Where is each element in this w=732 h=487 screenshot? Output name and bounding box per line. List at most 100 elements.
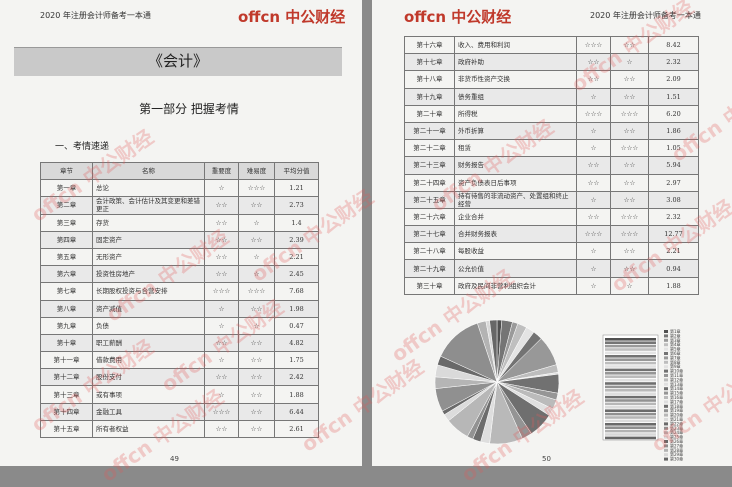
table-cell: ☆ (238, 247, 275, 267)
table-cell: ☆☆ (576, 207, 611, 227)
table-row: 第十九章 债务重组 ☆ ☆☆ 1.51 (404, 87, 699, 106)
page-number: 49 (170, 455, 179, 463)
table-row: 第十一章 借款费用 ☆ ☆☆ 1.75 (40, 351, 319, 370)
table-cell: 第十五章 (40, 419, 93, 439)
header: 2020 年注册会计师备考一本通 (590, 11, 701, 20)
table-cell: ☆ (576, 259, 611, 278)
table-cell: 2.61 (274, 419, 319, 439)
table-cell: ☆☆☆ (238, 179, 275, 198)
table-cell: 1.88 (648, 276, 699, 295)
table-row: 第三章 存货 ☆☆ ☆ 1.4 (40, 213, 319, 232)
table-cell: 第一章 (40, 179, 93, 198)
table-cell: ☆☆☆ (576, 104, 611, 123)
table-cell: ☆☆ (238, 299, 275, 318)
table-cell: 1.98 (274, 299, 319, 318)
table-cell: ☆☆☆ (238, 282, 275, 301)
table-cell: 2.42 (274, 368, 319, 387)
table-cell: 债务重组 (454, 87, 577, 106)
table-cell: 第四章 (40, 230, 93, 249)
table-cell: 无形资产 (92, 247, 205, 267)
table-cell: 第二十七章 (404, 225, 455, 244)
table-cell: 金融工具 (92, 402, 205, 421)
table-row: 第二十八章 每股收益 ☆ ☆☆ 2.21 (404, 242, 699, 261)
table-cell: ☆☆ (576, 53, 611, 72)
table-cell: 投资性房地产 (92, 265, 205, 284)
header-cell: 难易度 (238, 161, 275, 181)
table-cell: ☆☆☆ (610, 104, 649, 123)
table-cell: 第六章 (40, 265, 93, 284)
table-cell: 职工薪酬 (92, 333, 205, 353)
table-cell: 所有者权益 (92, 419, 205, 439)
header-cell: 重要度 (204, 161, 239, 181)
table-cell: 1.21 (274, 179, 319, 198)
table-cell: 第八章 (40, 299, 93, 318)
table-cell: ☆ (204, 299, 239, 318)
header-cell: 章节 (40, 161, 93, 181)
table-cell: ☆☆ (204, 333, 239, 353)
logo: offcn 中公财经 (238, 8, 346, 26)
table-cell: 3.08 (648, 190, 699, 209)
table-row: 第九章 负债 ☆ ☆ 0.47 (40, 316, 319, 335)
table-cell: 每股收益 (454, 242, 577, 261)
table-cell: ☆☆☆ (610, 139, 649, 158)
table-cell: ☆☆☆ (576, 35, 611, 55)
table-cell: 5.94 (648, 156, 699, 175)
table-cell: 政府及民间非营利组织会计 (454, 276, 577, 295)
table-row: 第二十七章 合并财务报表 ☆☆☆ ☆☆☆ 12.77 (404, 225, 699, 244)
table-cell: 2.32 (648, 53, 699, 72)
table-cell: ☆☆ (238, 368, 275, 387)
table-cell: ☆☆ (204, 265, 239, 284)
table-cell: ☆ (238, 265, 275, 284)
table-cell: ☆☆☆ (610, 207, 649, 227)
table-cell: ☆☆☆ (610, 225, 649, 244)
table-cell: 政府补助 (454, 53, 577, 72)
table-cell: 第二十一章 (404, 121, 455, 141)
table-cell: ☆☆ (610, 190, 649, 209)
table-cell: 第二十四章 (404, 173, 455, 192)
table-cell: 4.82 (274, 333, 319, 353)
table-cell: 第二十三章 (404, 156, 455, 175)
table-cell: ☆☆ (610, 156, 649, 175)
table-cell: ☆ (576, 121, 611, 141)
header: 2020 年注册会计师备考一本通 (40, 11, 151, 20)
table-cell: 或有事项 (92, 385, 205, 404)
table-cell: ☆ (576, 139, 611, 158)
table-cell: 租赁 (454, 139, 577, 158)
table-cell: 总论 (92, 179, 205, 198)
table-cell: 持有待售的非流动资产、处置组和终止经营 (454, 190, 577, 209)
table-cell: 1.88 (274, 385, 319, 404)
table-cell: ☆☆ (238, 385, 275, 404)
table-cell: 8.42 (648, 35, 699, 55)
table-cell: ☆ (238, 213, 275, 232)
table-cell: ☆☆ (610, 242, 649, 261)
table-cell: 第十九章 (404, 87, 455, 106)
table-cell: ☆☆ (576, 156, 611, 175)
table-row: 第六章 投资性房地产 ☆☆ ☆ 2.45 (40, 265, 319, 284)
table-cell: ☆☆ (204, 247, 239, 267)
table-cell: 长期股权投资与合营安排 (92, 282, 205, 301)
score-table: 章节 名称 重要度 难易度 平均分值 第一章 总论 ☆ ☆☆☆ 1.21 第二章 会计政策、会计估计及… (40, 161, 319, 439)
table-cell: ☆ (576, 87, 611, 106)
table-cell: 第九章 (40, 316, 93, 335)
table-cell: ☆ (204, 351, 239, 370)
table-cell: 第十三章 (40, 385, 93, 404)
table-cell: 1.51 (648, 87, 699, 106)
logo: offcn 中公财经 (404, 8, 512, 26)
table-cell: 2.21 (274, 247, 319, 267)
table-cell: 第十六章 (404, 35, 455, 55)
table-cell: 2.45 (274, 265, 319, 284)
table-cell: 6.44 (274, 402, 319, 421)
table-cell: ☆☆ (204, 368, 239, 387)
table-cell: 资产减值 (92, 299, 205, 318)
table-row: 第二十三章 财务报告 ☆☆ ☆☆ 5.94 (404, 156, 699, 175)
table-cell: 1.05 (648, 139, 699, 158)
table-cell: 2.21 (648, 242, 699, 261)
table-row: 第二十六章 企业合并 ☆☆ ☆☆☆ 2.32 (404, 207, 699, 227)
table-row: 第二章 会计政策、会计估计及其变更和差错更正 ☆☆ ☆☆ 2.73 (40, 196, 319, 215)
table-cell: ☆☆ (238, 419, 275, 439)
table-cell: 第二十五章 (404, 190, 455, 209)
table-row: 第二十四章 资产负债表日后事项 ☆☆ ☆☆ 2.97 (404, 173, 699, 192)
table-cell: ☆☆ (238, 333, 275, 353)
table-cell: 12.77 (648, 225, 699, 244)
